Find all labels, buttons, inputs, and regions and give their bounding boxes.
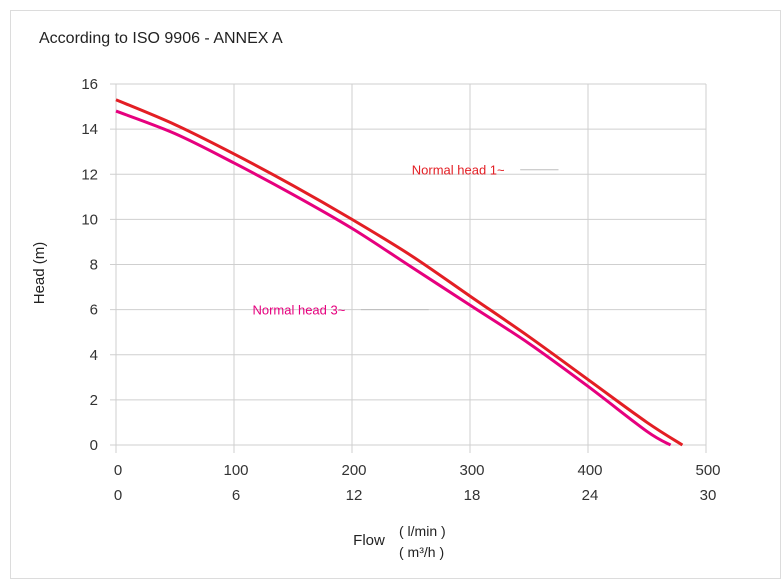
x-tick-label: 100 — [223, 462, 248, 479]
y-tick-label: 12 — [81, 166, 98, 183]
chart-frame: According to ISO 9906 - ANNEX A 0 2 4 6 8 10 1… — [10, 10, 781, 579]
series-group — [115, 98, 684, 447]
x-tick-label: 400 — [577, 462, 602, 479]
x-secondary-tick-label: 6 — [232, 487, 240, 504]
y-tick-label: 8 — [90, 257, 98, 274]
x-secondary-tick-label: 0 — [114, 487, 122, 504]
flow-head-chart: According to ISO 9906 - ANNEX A 02468101… — [31, 30, 721, 560]
y-tick-label: 0 — [90, 437, 98, 454]
grid — [110, 83, 707, 453]
annotations: Normal head 1~ Normal head 3~ — [252, 163, 559, 318]
x-secondary-tick-label: 18 — [464, 487, 481, 504]
x-unit-lmin: ( l/min ) — [399, 523, 446, 539]
y-axis-label: Head (m) — [31, 242, 48, 305]
x-tick-label: 500 — [695, 462, 720, 479]
y-tick-label: 16 — [81, 76, 98, 93]
series-line-1 — [115, 98, 684, 447]
chart-title: According to ISO 9906 - ANNEX A — [39, 30, 283, 47]
annotation-label: Normal head 3~ — [252, 303, 345, 318]
y-axis-ticks: 0 2 4 6 8 10 12 14 16 — [81, 76, 98, 454]
y-tick-label: 2 — [90, 392, 98, 409]
y-tick-label: 10 — [81, 211, 98, 228]
x-secondary-tick-label: 24 — [582, 487, 599, 504]
x-axis-ticks: 0 100 200 300 400 500 — [114, 462, 721, 479]
x-secondary-tick-label: 30 — [700, 487, 717, 504]
x-unit-m3h: ( m³/h ) — [399, 544, 444, 560]
x-tick-label: 0 — [114, 462, 122, 479]
series-line-2 — [115, 109, 672, 447]
x-secondary-tick-label: 12 — [346, 487, 363, 504]
y-tick-label: 14 — [81, 121, 98, 138]
x-axis-label: Flow — [353, 532, 385, 549]
x-tick-label: 300 — [459, 462, 484, 479]
annotation-label: Normal head 1~ — [412, 163, 505, 178]
x-tick-label: 200 — [341, 462, 366, 479]
y-tick-label: 6 — [90, 302, 98, 319]
y-tick-label: 4 — [90, 347, 98, 364]
x-axis-secondary-ticks: 0 6 12 18 24 30 — [114, 487, 717, 504]
